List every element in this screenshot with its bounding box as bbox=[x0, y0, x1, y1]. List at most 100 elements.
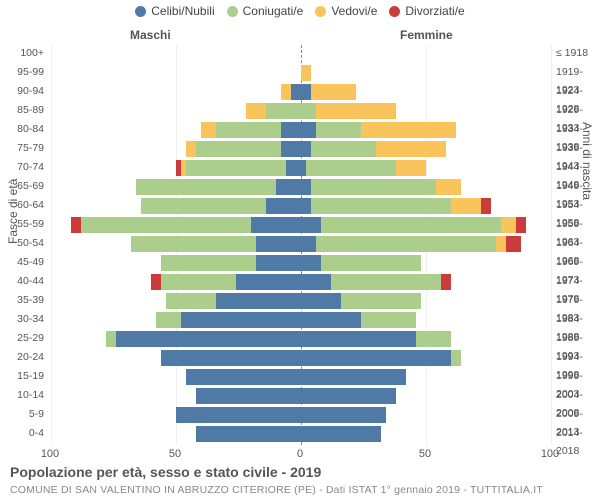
seg-con bbox=[266, 103, 301, 119]
seg-ved bbox=[376, 141, 446, 157]
header-male: Maschi bbox=[130, 28, 171, 42]
seg-cel bbox=[251, 217, 301, 233]
seg-cel bbox=[301, 388, 396, 404]
legend: Celibi/NubiliConiugati/eVedovi/eDivorzia… bbox=[0, 4, 600, 20]
age-label: 90-94 bbox=[0, 82, 44, 100]
header-female: Femmine bbox=[400, 28, 453, 42]
x-tick-label: 50 bbox=[410, 448, 440, 460]
female-bar bbox=[301, 236, 521, 252]
seg-ved bbox=[496, 236, 506, 252]
seg-cel bbox=[116, 331, 301, 347]
age-label: 0-4 bbox=[0, 424, 44, 442]
legend-item-vedovi: Vedovi/e bbox=[315, 4, 377, 18]
seg-cel bbox=[301, 407, 386, 423]
female-bar bbox=[301, 293, 421, 309]
plot-area bbox=[50, 44, 552, 446]
female-bar bbox=[301, 274, 451, 290]
seg-con bbox=[321, 255, 421, 271]
seg-con bbox=[451, 350, 461, 366]
male-bar bbox=[161, 350, 301, 366]
seg-cel bbox=[301, 369, 406, 385]
seg-cel bbox=[301, 141, 311, 157]
seg-con bbox=[106, 331, 116, 347]
age-label: 35-39 bbox=[0, 291, 44, 309]
seg-ved bbox=[436, 179, 461, 195]
x-tick-label: 0 bbox=[285, 448, 315, 460]
age-label: 75-79 bbox=[0, 139, 44, 157]
pyramid-row bbox=[51, 330, 551, 348]
male-bar bbox=[281, 84, 301, 100]
seg-ved bbox=[186, 141, 196, 157]
female-bar bbox=[301, 141, 446, 157]
female-bar bbox=[301, 103, 396, 119]
seg-con bbox=[306, 160, 396, 176]
seg-ved bbox=[361, 122, 456, 138]
seg-cel bbox=[281, 122, 301, 138]
female-bar bbox=[301, 369, 406, 385]
age-label: 50-54 bbox=[0, 234, 44, 252]
seg-con bbox=[301, 103, 316, 119]
birth-year-label: 2014-2018 bbox=[556, 424, 600, 460]
pyramid-row bbox=[51, 121, 551, 139]
pyramid-row bbox=[51, 292, 551, 310]
grid-line bbox=[551, 45, 552, 445]
legend-label: Celibi/Nubili bbox=[151, 4, 214, 18]
female-bar bbox=[301, 160, 426, 176]
legend-label: Coniugati/e bbox=[243, 4, 304, 18]
chart-container: Celibi/NubiliConiugati/eVedovi/eDivorzia… bbox=[0, 0, 600, 500]
seg-con bbox=[131, 236, 256, 252]
age-label: 20-24 bbox=[0, 348, 44, 366]
seg-cel bbox=[176, 407, 301, 423]
pyramid-row bbox=[51, 45, 551, 63]
seg-cel bbox=[301, 255, 321, 271]
female-bar bbox=[301, 388, 396, 404]
seg-div bbox=[151, 274, 161, 290]
seg-cel bbox=[216, 293, 301, 309]
celibi-swatch bbox=[135, 6, 146, 17]
male-bar bbox=[186, 369, 301, 385]
pyramid-row bbox=[51, 102, 551, 120]
pyramid-row bbox=[51, 311, 551, 329]
seg-div bbox=[516, 217, 526, 233]
seg-cel bbox=[301, 122, 316, 138]
seg-cel bbox=[276, 179, 301, 195]
male-bar bbox=[151, 274, 301, 290]
seg-con bbox=[416, 331, 451, 347]
seg-cel bbox=[301, 331, 416, 347]
seg-con bbox=[141, 198, 266, 214]
age-label: 30-34 bbox=[0, 310, 44, 328]
seg-cel bbox=[186, 369, 301, 385]
seg-con bbox=[311, 179, 436, 195]
seg-cel bbox=[286, 160, 301, 176]
male-bar bbox=[176, 407, 301, 423]
seg-cel bbox=[301, 84, 311, 100]
legend-item-coniugati: Coniugati/e bbox=[227, 4, 304, 18]
seg-cel bbox=[301, 274, 331, 290]
pyramid-row bbox=[51, 64, 551, 82]
age-label: 5-9 bbox=[0, 405, 44, 423]
seg-ved bbox=[451, 198, 481, 214]
seg-cel bbox=[181, 312, 301, 328]
age-label: 25-29 bbox=[0, 329, 44, 347]
x-tick-label: 50 bbox=[160, 448, 190, 460]
seg-con bbox=[316, 236, 496, 252]
male-bar bbox=[201, 122, 301, 138]
seg-cel bbox=[291, 84, 301, 100]
female-bar bbox=[301, 179, 461, 195]
seg-cel bbox=[301, 312, 361, 328]
pyramid-row bbox=[51, 159, 551, 177]
male-bar bbox=[156, 312, 301, 328]
seg-div bbox=[506, 236, 521, 252]
x-tick-label: 100 bbox=[35, 448, 65, 460]
seg-cel bbox=[301, 350, 451, 366]
seg-con bbox=[136, 179, 276, 195]
seg-cel bbox=[281, 141, 301, 157]
coniugati-swatch bbox=[227, 6, 238, 17]
seg-div bbox=[481, 198, 491, 214]
age-label: 65-69 bbox=[0, 177, 44, 195]
male-bar bbox=[246, 103, 301, 119]
seg-con bbox=[196, 141, 281, 157]
seg-cel bbox=[301, 217, 321, 233]
seg-ved bbox=[301, 65, 311, 81]
female-bar bbox=[301, 122, 456, 138]
